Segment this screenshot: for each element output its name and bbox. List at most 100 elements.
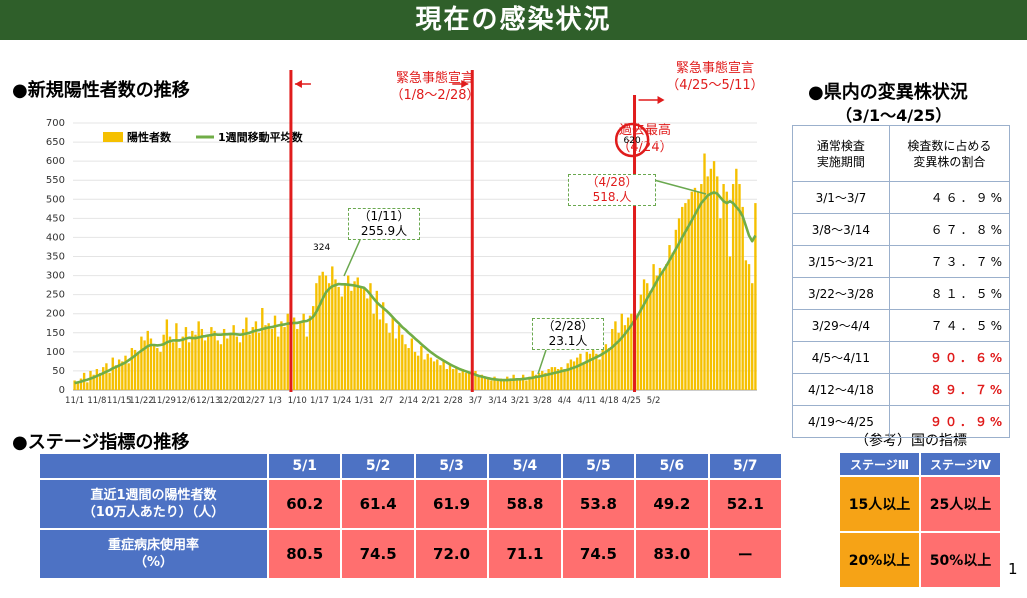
bar [404, 344, 407, 390]
bar [248, 334, 251, 390]
bar [92, 374, 95, 390]
stage-header-corner [38, 452, 269, 480]
bar [394, 338, 398, 390]
bar [191, 330, 194, 390]
bar [700, 184, 703, 390]
bar [620, 313, 623, 390]
bar [432, 361, 436, 390]
x-tick-label: 4/11 [577, 396, 596, 406]
stage-date-header: 5/5 [560, 452, 637, 480]
reference-header-row: ステージⅢ ステージⅣ [838, 451, 1002, 477]
bar [200, 328, 204, 390]
stage-date-header: 5/7 [707, 452, 784, 480]
y-tick-label: 300 [46, 271, 65, 282]
x-tick-label: 2/7 [380, 396, 394, 406]
bar [133, 349, 137, 390]
bar [544, 372, 547, 390]
variant-period: （3/1～4/25） [836, 106, 952, 125]
bar [668, 245, 671, 390]
bar [207, 336, 210, 390]
bar [598, 359, 601, 390]
emergency2-range: （4/25～5/11） [666, 78, 764, 93]
emergency1-title: 緊急事態宣言 [395, 71, 474, 86]
variant-row: 3/8～3/14 ６７．８% [792, 213, 1011, 246]
bar [321, 271, 324, 390]
bar [493, 376, 496, 390]
reference-table: ステージⅢ ステージⅣ 15人以上 25人以上 20%以上 50%以上 [838, 451, 1002, 589]
bar [591, 349, 595, 390]
bar [187, 342, 191, 390]
bar [611, 328, 614, 390]
y-tick-label: 450 [46, 213, 65, 224]
bar [165, 319, 169, 390]
x-tick-label: 1/10 [288, 396, 307, 406]
variant-period-cell: 3/22～3/28 [792, 277, 890, 310]
peak-value-label: 620 [624, 136, 641, 146]
stage-date-header: 5/4 [487, 452, 563, 480]
x-tick-label: 11/22 [129, 396, 154, 406]
stage-value-cell: 74.5 [340, 528, 416, 580]
bar [630, 313, 633, 390]
bar [327, 283, 331, 390]
reference-cell: 20%以上 [838, 531, 921, 589]
bar [531, 370, 534, 390]
bar [299, 323, 302, 390]
bar [381, 302, 385, 390]
bar [312, 306, 315, 390]
callout-0228: （2/28） 23.1人 [532, 318, 604, 350]
variant-heading: ●県内の変異株状況 [808, 82, 968, 103]
callout-0228-date: （2/28） [542, 319, 594, 333]
bar [623, 325, 627, 390]
bar [331, 266, 334, 390]
page-number: 1 [1008, 560, 1018, 578]
bar [445, 369, 449, 390]
bar [416, 355, 420, 390]
bar [703, 153, 706, 390]
stage-row-label: 直近1週間の陽性者数 （10万人あたり）（人） [38, 478, 269, 530]
y-tick-label: 700 [46, 118, 65, 129]
bar [687, 199, 690, 390]
bar [401, 334, 404, 390]
bar [646, 283, 649, 390]
stage-value-cell: 58.8 [487, 478, 563, 530]
bar [197, 321, 200, 390]
bar [681, 206, 684, 390]
bar [448, 365, 452, 390]
y-tick-label: 350 [46, 252, 65, 263]
bar [277, 336, 280, 390]
emergency1-left-arrowhead [294, 80, 302, 88]
stage-row: 重症病床使用率 （%） 80.5 74.5 72.0 71.1 74.5 83.0 ー [38, 528, 784, 580]
variant-row: 3/22～3/28 ８１．５% [792, 277, 1011, 310]
bar [521, 374, 525, 390]
stage-table: 5/1 5/2 5/3 5/4 5/5 5/6 5/7 直近1週間の陽性者数 （10万人あた… [38, 452, 784, 580]
stage-row: 直近1週間の陽性者数 （10万人あたり）（人） 60.2 61.4 61.9 58.8 5… [38, 478, 784, 530]
variant-period-cell: 3/1～3/7 [792, 181, 890, 214]
variant-pct-cell: ６７．８% [888, 213, 1011, 246]
variant-pct-cell: ９０．９% [888, 405, 1011, 438]
bar [89, 370, 92, 390]
legend-bar-label: 陽性者数 [127, 130, 172, 144]
bar [436, 359, 439, 390]
bar [696, 191, 700, 390]
emergency1-range: （1/8～2/28） [390, 88, 480, 103]
bar [347, 275, 350, 390]
bar [172, 342, 175, 390]
variant-pct-cell: ８１．５% [888, 277, 1011, 310]
stage-date-header: 5/3 [413, 452, 490, 480]
bar [467, 372, 471, 390]
bar [617, 332, 620, 390]
bar [731, 184, 735, 390]
bar [143, 340, 146, 390]
bar [655, 275, 658, 390]
bar [302, 313, 305, 390]
bar [184, 327, 188, 390]
bar [642, 279, 646, 390]
y-tick-label: 100 [46, 347, 65, 358]
bar [649, 290, 652, 390]
reference-cell: 15人以上 [838, 475, 921, 533]
callout-0228-pointer [537, 349, 547, 375]
bar [121, 361, 124, 390]
y-tick-label: 200 [46, 309, 65, 320]
bar [725, 191, 728, 390]
x-tick-label: 2/14 [399, 396, 418, 406]
